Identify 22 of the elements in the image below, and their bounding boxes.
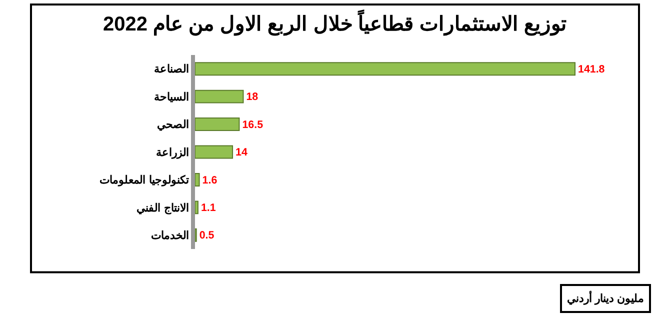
bar	[195, 62, 576, 76]
bar	[195, 90, 244, 104]
data-label: 18	[246, 91, 258, 104]
y-tick-label: الزراعة	[156, 146, 189, 159]
data-label: 141.8	[578, 63, 605, 76]
bar	[195, 118, 240, 132]
data-label: 0.5	[199, 230, 214, 242]
data-label: 1.6	[202, 174, 218, 186]
chart-title: توزيع الاستثمارات قطاعياً خلال الربع الاول من عام 2022	[103, 10, 567, 37]
y-tick-label: السياحة	[154, 91, 189, 104]
y-tick-label: الصحي	[156, 119, 189, 132]
text: مليون دينار أردني	[567, 291, 644, 306]
y-tick-label: الصناعة	[154, 64, 189, 76]
y-tick-label: الانتاج الفني	[136, 202, 189, 216]
bar	[195, 145, 234, 159]
y-tick-label: تكنولوجيا المعلومات	[100, 174, 189, 187]
bar	[195, 172, 200, 186]
data-label: 1.1	[200, 202, 216, 214]
data-label: 16.5	[242, 118, 264, 131]
data-label: 14	[236, 146, 248, 159]
y-tick-label: الخدمات	[150, 230, 189, 242]
bar	[195, 200, 198, 214]
